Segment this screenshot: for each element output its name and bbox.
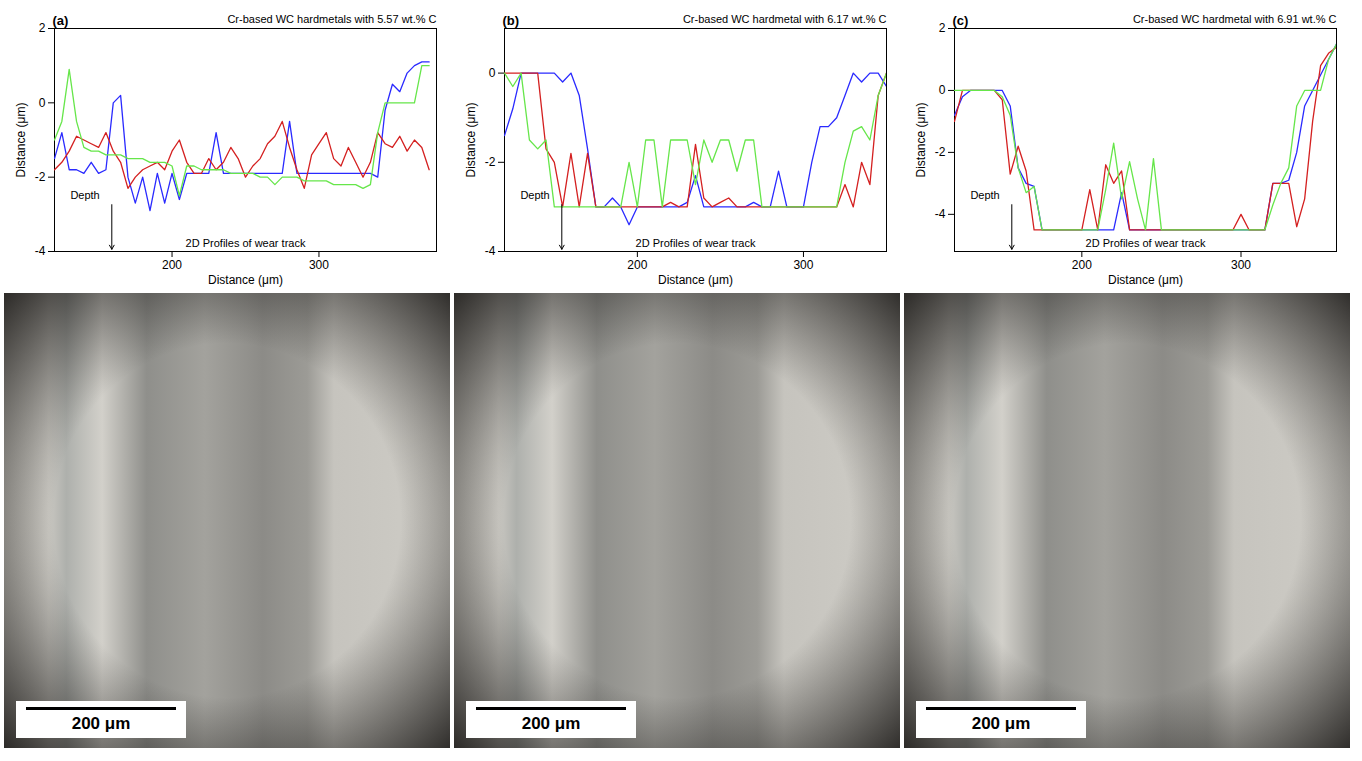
svg-text:300: 300 [793, 258, 813, 272]
svg-text:Cr-based WC hardmetal with 6.1: Cr-based WC hardmetal with 6.17 wt.% C [683, 13, 887, 25]
svg-text:Distance (μm): Distance (μm) [658, 273, 733, 287]
svg-text:-2: -2 [935, 145, 946, 159]
svg-text:200: 200 [1072, 258, 1092, 272]
html-text:200 μm: 200 μm [971, 714, 1031, 733]
svg-text:0: 0 [39, 96, 46, 110]
svg-text:2D Profiles of wear track: 2D Profiles of wear track [1086, 237, 1206, 249]
svg-text:2D Profiles of wear track: 2D Profiles of wear track [636, 237, 756, 249]
svg-text:2D Profiles of wear track: 2D Profiles of wear track [186, 237, 306, 249]
svg-text:2: 2 [939, 21, 946, 35]
svg-text:Distance (μm): Distance (μm) [914, 103, 928, 178]
svg-text:(a): (a) [53, 13, 69, 28]
html-text:200 μm: 200 μm [521, 714, 581, 733]
svg-text:200: 200 [627, 258, 647, 272]
svg-text:Cr-based WC hardmetal with 6.9: Cr-based WC hardmetal with 6.91 wt.% C [1133, 13, 1337, 25]
svg-text:Depth: Depth [520, 189, 549, 201]
svg-text:(c): (c) [953, 13, 969, 28]
svg-text:0: 0 [489, 66, 496, 80]
svg-text:Distance (μm): Distance (μm) [14, 103, 28, 178]
svg-text:Distance (μm): Distance (μm) [208, 273, 283, 287]
svg-text:-2: -2 [485, 155, 496, 169]
svg-text:-2: -2 [35, 170, 46, 184]
svg-text:Cr-based WC hardmetals with 5.: Cr-based WC hardmetals with 5.57 wt.% C [227, 13, 436, 25]
svg-text:0: 0 [939, 83, 946, 97]
svg-text:(b): (b) [503, 13, 520, 28]
html-text:200 μm: 200 μm [71, 714, 131, 733]
svg-text:-4: -4 [35, 244, 46, 258]
svg-text:200: 200 [162, 258, 182, 272]
svg-text:-4: -4 [485, 244, 496, 258]
svg-text:Depth: Depth [70, 189, 99, 201]
svg-text:Distance (μm): Distance (μm) [1108, 273, 1183, 287]
svg-text:300: 300 [1231, 258, 1251, 272]
svg-text:300: 300 [309, 258, 329, 272]
svg-text:-4: -4 [935, 207, 946, 221]
svg-text:2: 2 [39, 21, 46, 35]
svg-text:Distance (μm): Distance (μm) [464, 103, 478, 178]
svg-text:Depth: Depth [970, 189, 999, 201]
